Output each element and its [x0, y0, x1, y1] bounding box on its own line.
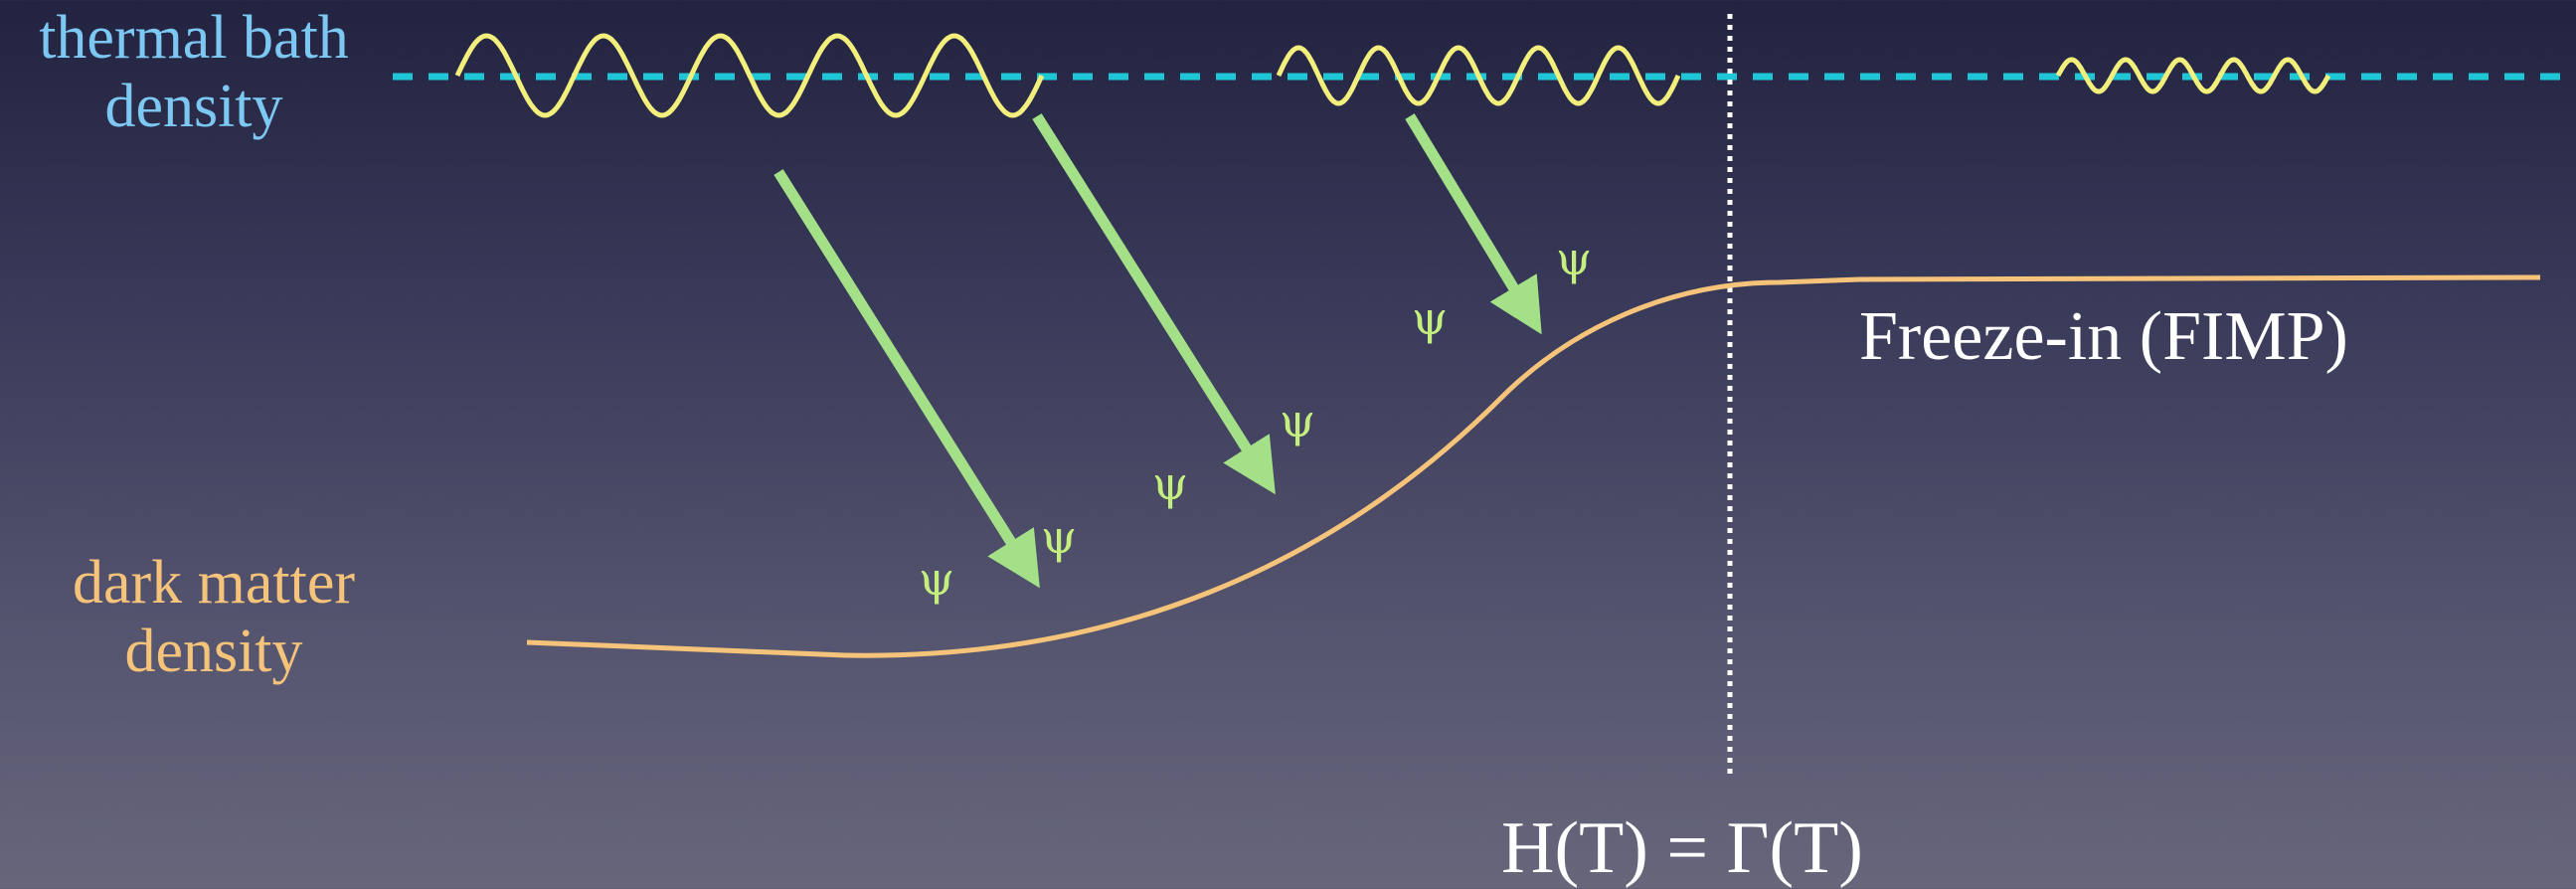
dark-matter-density-label: dark matter density: [20, 549, 408, 687]
thermal-bath-density-label: thermal bath density: [0, 4, 388, 142]
psi-label-2: ψ: [1041, 510, 1077, 564]
psi-label-1: ψ: [919, 552, 954, 606]
psi-label-3: ψ: [1152, 456, 1188, 510]
decay-arrow-1: [773, 169, 1040, 589]
dark-matter-density-curve: [526, 274, 2541, 658]
thermal-wave-1: [454, 33, 1045, 118]
psi-label-6: ψ: [1556, 232, 1592, 285]
dark-matter-label-line-2: density: [124, 618, 303, 686]
thermal-bath-label-line-1: thermal bath: [39, 4, 349, 72]
freeze-in-fimp-label: Freeze-in (FIMP): [1859, 298, 2348, 375]
decay-arrow-2: [1032, 113, 1276, 495]
thermal-wave-2: [1276, 45, 1681, 106]
psi-label-5: ψ: [1412, 291, 1448, 345]
thermal-bath-label-line-2: density: [104, 73, 283, 141]
thermal-wave-3: [2055, 57, 2331, 94]
dark-matter-label-line-1: dark matter: [72, 549, 356, 617]
decay-arrow-3: [1405, 113, 1542, 335]
psi-label-4: ψ: [1280, 394, 1315, 447]
hubble-rate-equality-label: H(T) = Γ(T): [1501, 807, 1863, 889]
